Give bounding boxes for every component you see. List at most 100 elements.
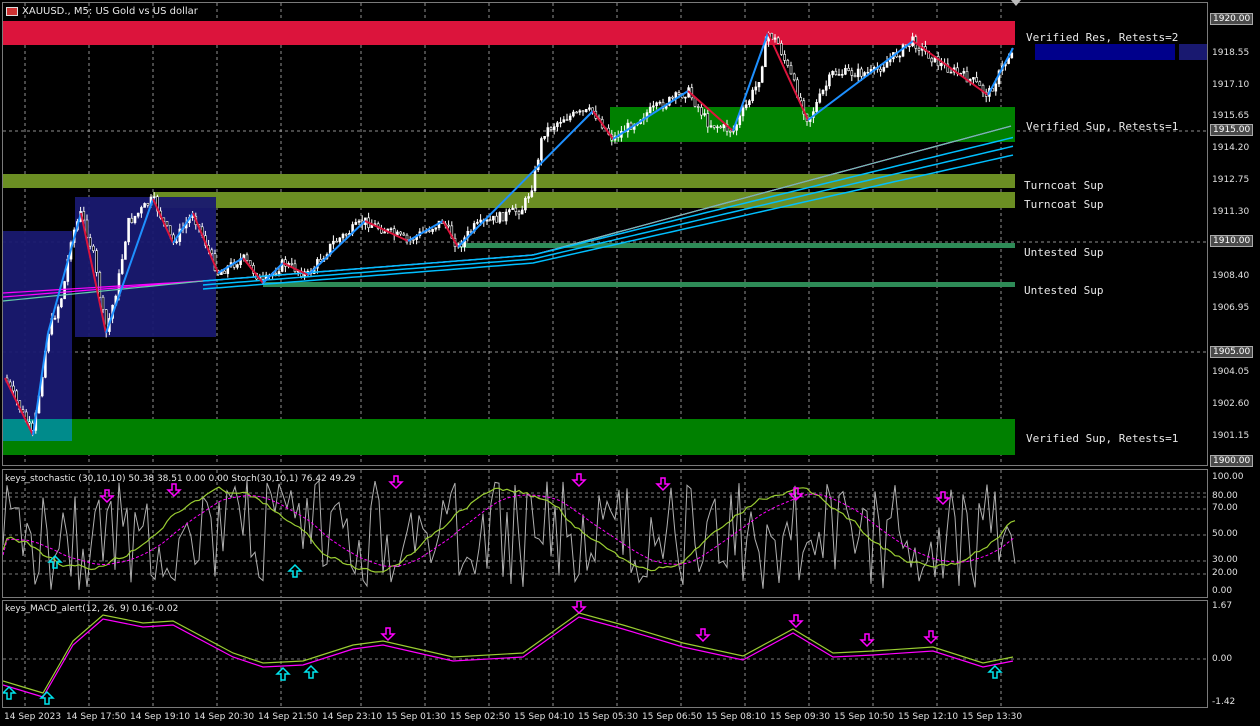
candle-body bbox=[655, 102, 658, 107]
zigzag-segment bbox=[105, 198, 154, 334]
candle-body bbox=[133, 215, 137, 223]
macd-canvas[interactable] bbox=[3, 601, 1208, 708]
candle-body bbox=[588, 107, 591, 110]
zigzag-segment bbox=[262, 262, 284, 284]
candle-body bbox=[757, 82, 761, 88]
candle-body bbox=[783, 54, 786, 61]
zone-turncoat-sup-2 bbox=[153, 192, 1015, 208]
zigzag-segment bbox=[592, 110, 614, 140]
candle-body bbox=[488, 219, 492, 222]
candle-body bbox=[332, 240, 335, 245]
candle-body bbox=[908, 45, 911, 48]
stoch-axis-label: 50.00 bbox=[1212, 529, 1238, 539]
stochastic-canvas[interactable] bbox=[3, 470, 1208, 598]
candle-body bbox=[508, 209, 511, 213]
candle-body bbox=[565, 119, 569, 121]
stoch-main-line bbox=[3, 486, 1016, 573]
candle-body bbox=[965, 71, 969, 83]
candle-body bbox=[882, 67, 886, 72]
candle-body bbox=[504, 211, 508, 222]
candle-body bbox=[396, 231, 399, 236]
zone-untested-sup-2 bbox=[263, 282, 1015, 287]
candle-body bbox=[712, 125, 716, 128]
candle-body bbox=[837, 74, 841, 76]
macd-axis-label: -1.42 bbox=[1212, 697, 1236, 707]
candle-body bbox=[101, 296, 105, 310]
stoch-axis-label: 100.00 bbox=[1212, 472, 1244, 482]
macd-pane[interactable] bbox=[2, 600, 1208, 708]
candle-body bbox=[140, 207, 143, 214]
candle-body bbox=[428, 230, 431, 232]
zigzag-segment bbox=[152, 198, 174, 244]
candle-body bbox=[498, 212, 502, 223]
candle-body bbox=[748, 100, 751, 105]
candle-body bbox=[776, 37, 780, 44]
zigzag-segment bbox=[282, 262, 309, 276]
candle-body bbox=[949, 71, 953, 74]
candle-body bbox=[552, 126, 556, 130]
candle-body bbox=[677, 92, 681, 95]
candle-body bbox=[575, 111, 578, 114]
price-axis-label: 1914.20 bbox=[1212, 143, 1250, 153]
chart-title: XAUUSD., M5: US Gold vs US dollar bbox=[22, 6, 198, 17]
candle-body bbox=[780, 43, 783, 55]
price-axis-label: 1901.15 bbox=[1212, 431, 1250, 441]
candle-body bbox=[975, 77, 978, 83]
candle-body bbox=[354, 222, 358, 225]
candle-body bbox=[799, 97, 802, 102]
candle-body bbox=[28, 421, 31, 424]
zigzag-segment bbox=[767, 32, 809, 121]
price-axis-label: 1910.00 bbox=[1210, 235, 1254, 247]
candle-body bbox=[447, 224, 450, 227]
macd-sell-arrow-icon bbox=[859, 633, 875, 648]
candle-body bbox=[946, 63, 950, 73]
macd-buy-arrow-icon bbox=[275, 666, 291, 681]
candle-body bbox=[236, 264, 239, 268]
candle-body bbox=[1010, 52, 1014, 59]
macd-title: keys_MACD_alert(12, 26, 9) 0.16 -0.02 bbox=[5, 604, 179, 614]
candle-body bbox=[828, 74, 831, 87]
candle-body bbox=[722, 124, 726, 129]
candle-body bbox=[972, 77, 975, 80]
candle-body bbox=[63, 281, 66, 300]
candle-body bbox=[402, 233, 406, 236]
candle-body bbox=[95, 250, 98, 273]
zigzag-segment bbox=[80, 212, 107, 334]
macd-sell-arrow-icon bbox=[380, 627, 396, 642]
candle-body bbox=[130, 217, 134, 223]
time-axis-label: 14 Sep 17:50 bbox=[66, 712, 127, 722]
candle-body bbox=[546, 127, 550, 137]
candle-body bbox=[248, 260, 252, 266]
price-axis-label: 1915.00 bbox=[1210, 124, 1254, 136]
macd-buy-arrow-icon bbox=[3, 685, 17, 700]
candle-body bbox=[492, 215, 495, 221]
candle-body bbox=[901, 44, 905, 57]
stoch-axis-label: 80.00 bbox=[1212, 491, 1238, 501]
candle-body bbox=[940, 62, 943, 67]
candle-body bbox=[277, 271, 281, 275]
candle-body bbox=[514, 207, 518, 212]
stoch-raw-line bbox=[3, 479, 1016, 590]
stoch-sell-arrow-icon bbox=[788, 487, 804, 502]
price-chart-canvas[interactable] bbox=[3, 3, 1208, 466]
chart-shift-marker-icon[interactable] bbox=[1011, 0, 1021, 6]
macd-sell-arrow-icon bbox=[788, 614, 804, 629]
price-axis-label: 1908.40 bbox=[1212, 271, 1250, 281]
zigzag-segment bbox=[217, 257, 244, 274]
candle-body bbox=[479, 219, 482, 223]
macd-axis-label: 0.00 bbox=[1212, 654, 1233, 664]
candle-body bbox=[12, 385, 15, 392]
candle-body bbox=[335, 240, 338, 243]
candle-body bbox=[210, 249, 214, 254]
price-chart-pane[interactable] bbox=[2, 2, 1208, 466]
candle-body bbox=[917, 47, 921, 51]
candle-body bbox=[738, 115, 742, 126]
zigzag-segment bbox=[307, 220, 366, 276]
time-axis-label: 15 Sep 06:50 bbox=[642, 712, 703, 722]
price-axis-label: 1904.05 bbox=[1212, 367, 1250, 377]
stoch-axis-label: 30.00 bbox=[1212, 555, 1238, 565]
zigzag-segment bbox=[442, 220, 459, 248]
candle-body bbox=[824, 85, 828, 91]
stoch-buy-arrow-icon bbox=[47, 554, 63, 569]
stochastic-pane[interactable] bbox=[2, 469, 1208, 598]
